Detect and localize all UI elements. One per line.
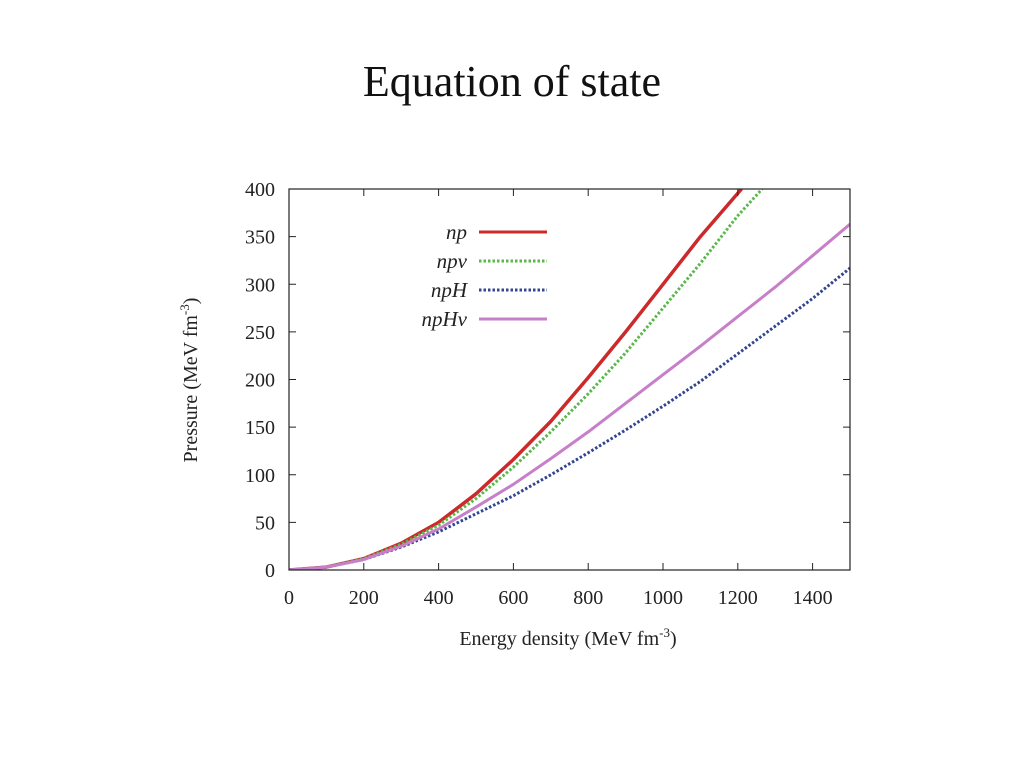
y-axis-label-text: Pressure (MeV fm <box>180 315 202 463</box>
x-axis-label-sup: -3 <box>659 625 670 640</box>
x-tick-label: 800 <box>573 587 603 609</box>
y-tick-label: 100 <box>245 465 275 487</box>
legend-label: npHν <box>422 307 468 331</box>
y-axis-label-close: ) <box>180 298 202 305</box>
y-tick-label: 350 <box>245 227 275 249</box>
x-axis-label-close: ) <box>670 628 677 650</box>
x-tick-label: 1000 <box>643 587 683 609</box>
legend-label: npH <box>431 278 469 302</box>
legend-label: npν <box>437 249 468 273</box>
series-line-nph <box>289 266 850 570</box>
x-tick-label: 1200 <box>718 587 758 609</box>
x-tick-label: 0 <box>284 587 294 609</box>
plot-layer <box>289 189 850 570</box>
y-tick-label: 50 <box>255 512 275 534</box>
plot-frame <box>288 188 851 571</box>
x-tick-label: 1400 <box>793 587 833 609</box>
x-axis-label-text: Energy density (MeV fm <box>459 628 659 650</box>
x-tick-label: 200 <box>349 587 379 609</box>
axes-layer: 0 200 400 600 800 1000 1200 1400 0 50 100 150 200 250… <box>245 179 851 609</box>
y-tick-label: 0 <box>265 560 275 582</box>
y-tick-label: 200 <box>245 370 275 392</box>
y-tick-label: 400 <box>245 179 275 201</box>
legend: np npν npH npHν <box>422 220 547 331</box>
y-tick-label: 150 <box>245 417 275 439</box>
y-tick-label: 250 <box>245 322 275 344</box>
legend-label: np <box>446 220 467 244</box>
x-tick-label: 400 <box>424 587 454 609</box>
x-tick-label: 600 <box>498 587 528 609</box>
x-axis-label: Energy density (MeV fm-3) <box>459 625 676 650</box>
y-axis-label-sup: -3 <box>177 304 192 315</box>
series-line-np <box>289 189 743 570</box>
slide-title: Equation of state <box>362 57 662 106</box>
y-tick-label: 300 <box>245 274 275 296</box>
series-line-nph-nu <box>289 223 850 570</box>
y-axis-label: Pressure (MeV fm-3) <box>177 298 202 463</box>
